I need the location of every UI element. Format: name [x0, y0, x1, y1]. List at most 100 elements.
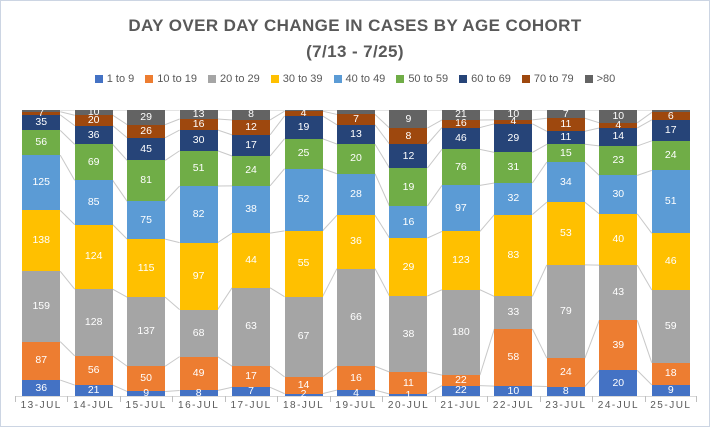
- chart-legend: 1 to 9 10 to 19 20 to 29 30 to 39 40 to 49 50…: [1, 73, 709, 85]
- segment--80: [441, 110, 480, 120]
- bar-19-jul: 4 16 66 36 28 20 13 7: [337, 110, 375, 399]
- segment-1-to-9: [494, 386, 533, 396]
- segment-30-to-39: [74, 224, 113, 290]
- segment--80: [599, 110, 638, 123]
- segment--80: [179, 110, 218, 119]
- bar-18-jul: 2 14 67 55 52 25 19 4: [284, 107, 323, 400]
- segment-50-to-59: [337, 144, 375, 174]
- x-axis-label: 25-JUL: [650, 400, 692, 411]
- legend-item: 70 to 79: [521, 73, 574, 85]
- axis-tick: [592, 396, 593, 402]
- segment-30-to-39: [494, 214, 533, 297]
- legend-item: 10 to 19: [145, 73, 197, 85]
- segment-20-to-29: [179, 309, 218, 357]
- segment-1-to-9: [284, 393, 323, 396]
- segment-10-to-19: [22, 341, 61, 381]
- x-axis-label: 15-JUL: [125, 400, 167, 411]
- bar-25-jul: 9 18 59 46 51 24 17 6: [651, 110, 690, 396]
- axis-tick: [330, 396, 331, 402]
- segment-20-to-29: [651, 289, 690, 363]
- legend-swatch-icon: [521, 75, 530, 83]
- bar-22-jul: 10 58 33 83 32 31 29 4 10: [494, 108, 533, 397]
- legend-item: 20 to 29: [208, 73, 260, 85]
- x-axis-label: 23-JUL: [545, 400, 587, 411]
- segment-30-to-39: [232, 233, 271, 288]
- legend-label: 60 to 69: [471, 73, 511, 85]
- legend-item: 30 to 39: [270, 73, 323, 85]
- legend-item: >80: [584, 73, 615, 85]
- bar-13-jul: 36 87 159 138 125 56 35 7: [22, 107, 61, 396]
- segment-60-to-69: [494, 123, 533, 153]
- axis-tick: [225, 396, 226, 402]
- segment-1-to-9: [22, 380, 61, 396]
- legend-swatch-icon: [208, 75, 217, 83]
- segment-20-to-29: [337, 268, 375, 367]
- segment-70-to-79: [127, 124, 166, 138]
- axis-tick: [540, 396, 541, 402]
- legend-item: 40 to 49: [333, 73, 385, 85]
- segment-50-to-59: [74, 144, 113, 181]
- x-axis-label: 17-JUL: [230, 400, 272, 411]
- legend-swatch-icon: [94, 75, 103, 83]
- legend-swatch-icon: [459, 75, 468, 83]
- x-axis-label: 22-JUL: [492, 400, 535, 411]
- segment-10-to-19: [599, 320, 638, 371]
- legend-label: 50 to 59: [408, 73, 449, 85]
- legend-label: 1 to 9: [106, 73, 135, 85]
- segment-60-to-69: [127, 137, 166, 161]
- segment-50-to-59: [22, 130, 61, 156]
- segment-1-to-9: [546, 386, 585, 396]
- segment-60-to-69: [74, 125, 113, 145]
- segment-1-to-9: [441, 385, 480, 396]
- legend-label: 10 to 19: [157, 73, 198, 85]
- segment-60-to-69: [337, 124, 375, 145]
- legend-item: 50 to 59: [396, 73, 448, 85]
- segment-40-to-49: [74, 180, 113, 225]
- segment-40-to-49: [284, 168, 323, 231]
- x-axis-line: [15, 396, 697, 397]
- segment-60-to-69: [651, 119, 690, 141]
- x-axis-label: 18-JUL: [282, 400, 325, 411]
- segment-30-to-39: [22, 210, 61, 272]
- segment-50-to-59: [284, 138, 323, 169]
- segment-10-to-19: [127, 366, 166, 392]
- segment--80: [651, 110, 690, 113]
- segment-30-to-39: [651, 233, 690, 290]
- segment-30-to-39: [179, 242, 218, 310]
- plot-area: 36 87 159 138 125 56 35 7 21 56 128 124 85 69 36 20 10 9 5…: [15, 106, 697, 402]
- axis-tick: [15, 396, 16, 402]
- segment-60-to-69: [546, 131, 585, 145]
- segment-1-to-9: [337, 390, 375, 396]
- segment-60-to-69: [179, 130, 218, 151]
- segment-40-to-49: [337, 173, 375, 216]
- chart-title: DAY OVER DAY CHANGE IN CASES BY AGE COHO…: [1, 13, 709, 65]
- segment-70-to-79: [389, 128, 428, 144]
- bar-17-jul: 7 17 63 44 38 24 17 12 8: [232, 108, 271, 397]
- segment-1-to-9: [127, 391, 166, 396]
- legend-swatch-icon: [270, 75, 279, 83]
- segment--80: [284, 110, 323, 112]
- segment-10-to-19: [74, 355, 113, 386]
- segment-70-to-79: [74, 115, 113, 126]
- segment-10-to-19: [232, 366, 271, 388]
- segment-50-to-59: [127, 160, 166, 202]
- segment-20-to-29: [494, 296, 533, 329]
- segment-40-to-49: [127, 201, 166, 240]
- segment-70-to-79: [232, 119, 271, 135]
- axis-tick: [645, 396, 646, 402]
- segment-70-to-79: [337, 114, 375, 125]
- x-axis-labels: 13-JUL 14-JUL 15-JUL 16-JUL 17-JUL 18-JUL 19-J…: [15, 400, 697, 411]
- segment-40-to-49: [179, 185, 218, 243]
- segment-1-to-9: [651, 384, 690, 396]
- segment-10-to-19: [651, 362, 690, 385]
- bar-21-jul: 22 22 180 123 97 76 46 16 21: [441, 108, 480, 396]
- segment-20-to-29: [284, 296, 323, 377]
- segment-30-to-39: [337, 215, 375, 269]
- segment-40-to-49: [546, 162, 585, 203]
- segment--80: [389, 110, 428, 128]
- axis-tick: [67, 396, 68, 402]
- segment-10-to-19: [337, 366, 375, 391]
- segment--80: [74, 110, 113, 116]
- segment-50-to-59: [232, 156, 271, 186]
